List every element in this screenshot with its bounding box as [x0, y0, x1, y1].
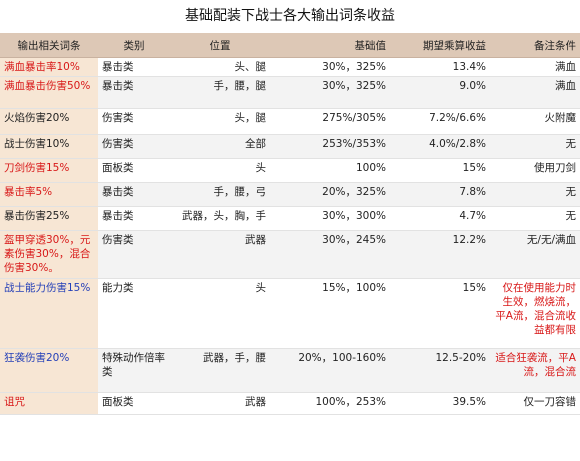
gain-cell: 4.0%/2.8%: [390, 134, 490, 159]
table-row: 满血暴击率10% 暴击类 头、腿 30%，325% 13.4% 满血: [0, 57, 580, 77]
gain-cell: 13.4%: [390, 57, 490, 77]
position-cell: 头: [170, 158, 270, 183]
position-cell: 全部: [170, 134, 270, 159]
header-stat: 输出相关词条: [0, 33, 98, 58]
stat-cell: 火焰伤害20%: [0, 108, 98, 135]
stat-cell: 狂袭伤害20%: [0, 348, 98, 393]
category-cell: 伤害类: [98, 134, 170, 159]
base-cell: 15%，100%: [270, 278, 390, 349]
header-note: 备注条件: [490, 33, 580, 58]
gain-cell: 39.5%: [390, 392, 490, 415]
category-cell: 伤害类: [98, 108, 170, 135]
base-cell: 100%，253%: [270, 392, 390, 415]
position-cell: 武器: [170, 230, 270, 279]
base-cell: 253%/353%: [270, 134, 390, 159]
stat-cell: 盔甲穿透30%，元素伤害30%，混合伤害30%。: [0, 230, 98, 279]
stat-cell: 刀剑伤害15%: [0, 158, 98, 183]
gain-cell: 12.2%: [390, 230, 490, 279]
base-cell: 20%，100-160%: [270, 348, 390, 393]
table-row: 战士能力伤害15% 能力类头 15%，100% 15% 仅在使用能力时生效，燃烧流，平A…: [0, 278, 580, 349]
note-cell: 仅一刀容错: [490, 392, 580, 415]
table-row: 盔甲穿透30%，元素伤害30%，混合伤害30%。 伤害类 武器 30%，245% 12.…: [0, 230, 580, 279]
note-cell: 无: [490, 206, 580, 231]
note-cell: 无: [490, 134, 580, 159]
base-cell: 30%，245%: [270, 230, 390, 279]
position-cell: 手，腰，弓: [170, 182, 270, 207]
note-cell: 仅在使用能力时生效，燃烧流，平A流，混合流收益都有限: [490, 278, 580, 349]
category-cell: 面板类: [98, 158, 170, 183]
category-cell: 暴击类: [98, 76, 170, 109]
note-cell: 无/无/满血: [490, 230, 580, 279]
base-cell: 100%: [270, 158, 390, 183]
base-cell: 30%，325%: [270, 76, 390, 109]
gain-cell: 15%: [390, 158, 490, 183]
stat-cell: 诅咒: [0, 392, 98, 415]
table-row: 暴击伤害25% 暴击类 武器，头，胸，手 30%，300% 4.7% 无: [0, 206, 580, 231]
stat-cell: 战士伤害10%: [0, 134, 98, 159]
page-title: 基础配装下战士各大输出词条收益: [185, 8, 395, 24]
gain-cell: 7.8%: [390, 182, 490, 207]
table-row: 诅咒 面板类 武器 100%，253% 39.5% 仅一刀容错: [0, 392, 580, 415]
gain-cell: 4.7%: [390, 206, 490, 231]
note-cell: 满血: [490, 57, 580, 77]
gain-cell: 7.2%/6.6%: [390, 108, 490, 135]
table-row: 狂袭伤害20% 特殊动作倍率类 武器，手，腰 20%，100-160% 12.5-20%…: [0, 348, 580, 393]
note-cell: 适合狂袭流，平A流，混合流: [490, 348, 580, 393]
position-cell: 头、腿: [170, 57, 270, 77]
table-row: 火焰伤害20% 伤害类 头，腿 275%/305% 7.2%/6.6% 火附魔: [0, 108, 580, 135]
header-category: 类别: [98, 33, 170, 58]
gain-cell: 12.5-20%: [390, 348, 490, 393]
note-cell: 无: [490, 182, 580, 207]
base-cell: 30%，325%: [270, 57, 390, 77]
position-cell: 武器，手，腰: [170, 348, 270, 393]
header-gain: 期望乘算收益: [390, 33, 490, 58]
position-cell: 手，腰，腿: [170, 76, 270, 109]
stat-cell: 战士能力伤害15%: [0, 278, 98, 349]
position-cell: 头，腿: [170, 108, 270, 135]
table-row: 满血暴击伤害50% 暴击类 手，腰，腿 30%，325% 9.0% 满血: [0, 76, 580, 109]
note-cell: 满血: [490, 76, 580, 109]
position-cell: 头: [170, 278, 270, 349]
category-cell: 特殊动作倍率类: [98, 348, 170, 393]
note-cell: 火附魔: [490, 108, 580, 135]
header-base: 基础值: [270, 33, 390, 58]
category-cell: 能力类: [98, 278, 170, 349]
position-cell: 武器，头，胸，手: [170, 206, 270, 231]
gain-cell: 15%: [390, 278, 490, 349]
gains-table: 输出相关词条 类别 位置 基础值 期望乘算收益 备注条件 满血暴击率10% 暴击类…: [0, 33, 580, 415]
table-row: 刀剑伤害15% 面板类头 100% 15% 使用刀剑: [0, 158, 580, 183]
gain-cell: 9.0%: [390, 76, 490, 109]
base-cell: 275%/305%: [270, 108, 390, 135]
category-cell: 暴击类: [98, 57, 170, 77]
category-cell: 伤害类: [98, 230, 170, 279]
note-cell: 使用刀剑: [490, 158, 580, 183]
category-cell: 面板类: [98, 392, 170, 415]
base-cell: 20%，325%: [270, 182, 390, 207]
position-cell: 武器: [170, 392, 270, 415]
stat-cell: 满血暴击伤害50%: [0, 76, 98, 109]
stat-cell: 暴击伤害25%: [0, 206, 98, 231]
category-cell: 暴击类: [98, 206, 170, 231]
category-cell: 暴击类: [98, 182, 170, 207]
base-cell: 30%，300%: [270, 206, 390, 231]
header-position: 位置: [170, 33, 270, 58]
table-row: 暴击率5% 暴击类 手，腰，弓 20%，325% 7.8% 无: [0, 182, 580, 207]
table-row: 战士伤害10% 伤害类 全部 253%/353% 4.0%/2.8% 无: [0, 134, 580, 159]
stat-cell: 满血暴击率10%: [0, 57, 98, 77]
stat-cell: 暴击率5%: [0, 182, 98, 207]
header-row: 输出相关词条 类别 位置 基础值 期望乘算收益 备注条件: [0, 33, 580, 58]
